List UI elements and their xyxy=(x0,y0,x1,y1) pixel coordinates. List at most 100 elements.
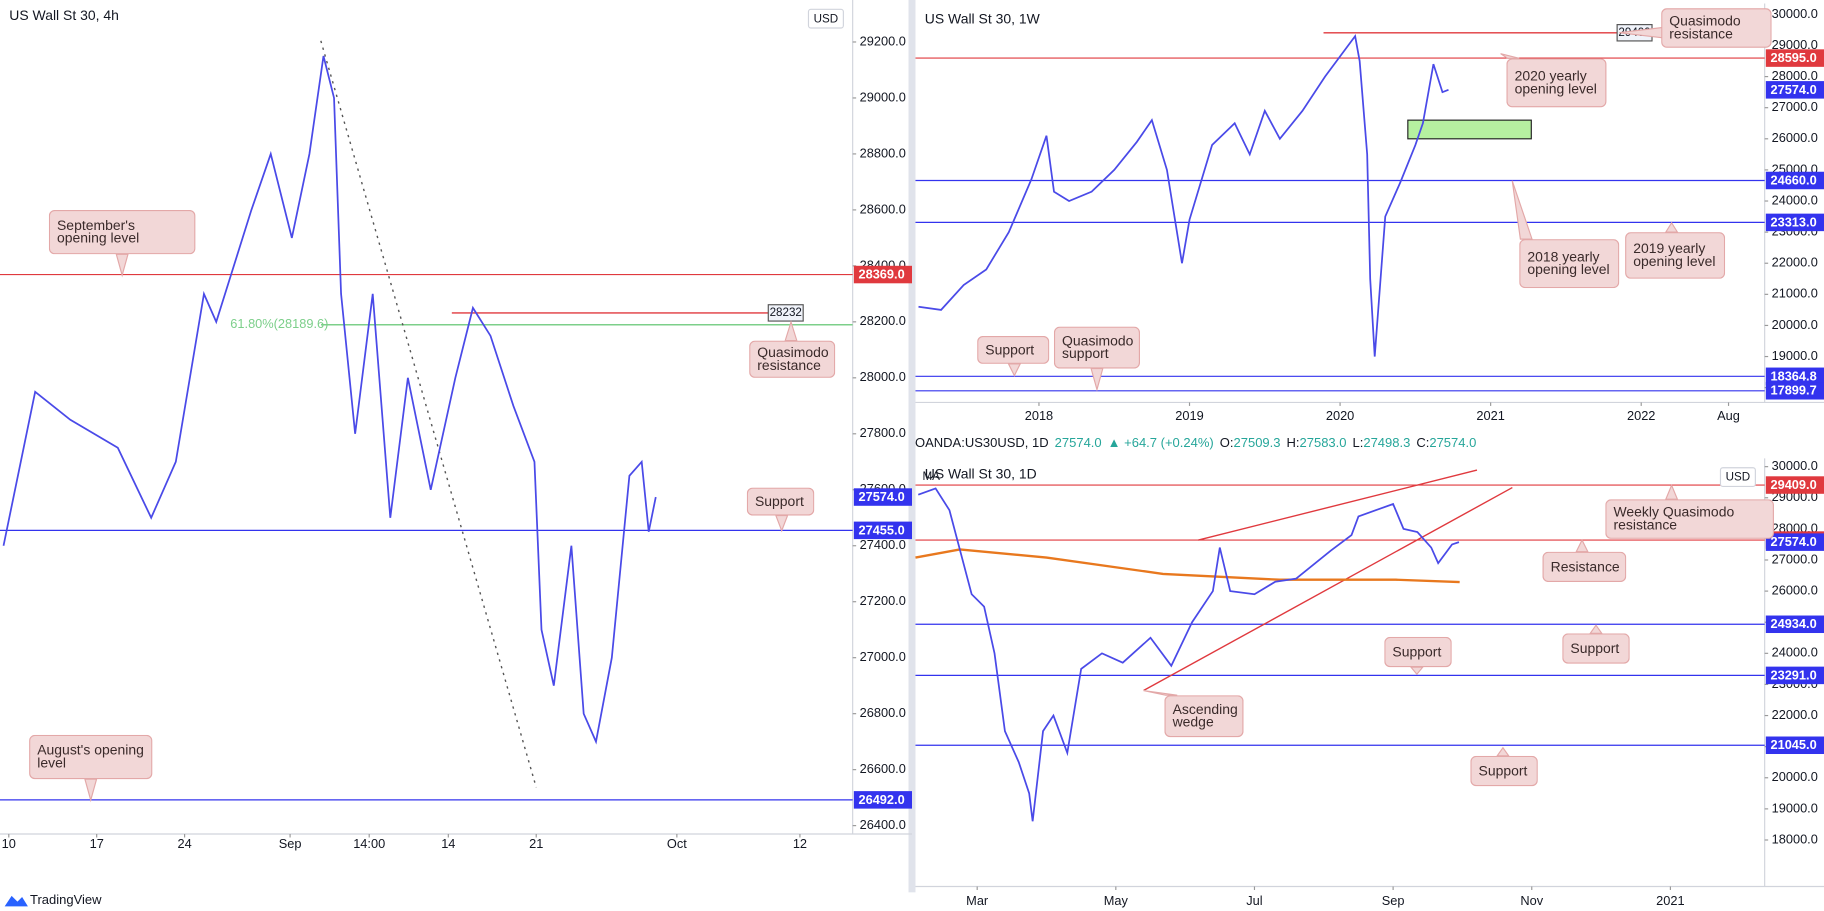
price-tag xyxy=(853,521,912,540)
y-tick-label: 24000.0 xyxy=(1772,645,1818,660)
segment xyxy=(1143,486,1513,692)
x-tick-label: 24 xyxy=(177,836,191,851)
annotation-text: 2019 yearly opening level xyxy=(1625,232,1726,279)
y-tick-label: 26600.0 xyxy=(860,761,906,776)
annotation-text: 2020 yearly opening level xyxy=(1506,58,1607,108)
zone xyxy=(1407,119,1532,140)
y-tick-label: 24000.0 xyxy=(1772,192,1818,207)
price-tag-label: 18364.8 xyxy=(1770,368,1816,383)
price-line xyxy=(2,55,657,745)
y-tick-label: 28200.0 xyxy=(860,313,906,328)
price-tag xyxy=(1765,49,1824,67)
annotation: September's opening level xyxy=(48,209,196,255)
quote-key: H: xyxy=(1286,435,1300,450)
annotation: 2019 yearly opening level xyxy=(1625,232,1726,279)
y-tick-label: 22000.0 xyxy=(1772,255,1818,270)
currency-box xyxy=(1719,467,1756,487)
price-tag-label: 27455.0 xyxy=(858,522,904,537)
annotation: Resistance xyxy=(1542,551,1627,583)
annotation-text: Quasimodo support xyxy=(1053,326,1140,369)
annotation-text: Quasimodo resistance xyxy=(1661,8,1772,48)
annotation-pointer xyxy=(1664,483,1679,500)
price-tag xyxy=(1765,213,1824,232)
chart-title: US Wall St 30, 1D xyxy=(925,465,1037,481)
annotation-text: Support xyxy=(1470,755,1538,787)
price-tag xyxy=(1765,81,1824,99)
y-tick-label: 26000.0 xyxy=(1772,130,1818,145)
annotation-pointer xyxy=(775,514,789,533)
annotation: Quasimodo resistance xyxy=(1661,8,1772,48)
annotation-text: Ascending wedge xyxy=(1164,695,1244,738)
x-tick-label: 21 xyxy=(529,836,543,851)
brand: TradingView xyxy=(30,892,102,907)
price-tag xyxy=(853,265,912,284)
annotation-text: Support xyxy=(977,335,1050,364)
x-tick-label: 12 xyxy=(793,836,807,851)
y-tick-label: 29000.0 xyxy=(860,89,906,104)
header-band xyxy=(915,424,1824,455)
quote-value: 27574.0 xyxy=(1054,435,1102,450)
annotation-pointer xyxy=(115,253,129,278)
price-tag-label: 29409.0 xyxy=(1770,477,1816,492)
annotation-text: Quasimodo resistance xyxy=(749,340,836,378)
y-tick-label: 20000.0 xyxy=(1772,769,1818,784)
chart-title: US Wall St 30, 4h xyxy=(9,7,119,23)
y-tick-label: 29000.0 xyxy=(1772,37,1818,52)
x-tick-label: Sep xyxy=(1382,893,1405,908)
quote-key: L: xyxy=(1352,435,1364,450)
x-tick-label: 2019 xyxy=(1175,408,1203,423)
y-tick-label: 29200.0 xyxy=(860,33,906,48)
annotation: Ascending wedge xyxy=(1164,695,1244,738)
x-tick-label: Oct xyxy=(667,836,687,851)
price-tag xyxy=(1765,367,1824,386)
price-tag xyxy=(853,488,912,506)
y-tick-label: 30000.0 xyxy=(1772,458,1818,473)
annotation: Weekly Quasimodo resistance xyxy=(1605,499,1774,539)
y-tick-label: 26000.0 xyxy=(1772,582,1818,597)
ma-label: MA xyxy=(922,470,940,483)
x-tick-label: 10 xyxy=(2,836,16,851)
price-tag xyxy=(1765,666,1824,685)
price-tag-label: 21045.0 xyxy=(1770,737,1816,752)
price-tag xyxy=(1765,171,1824,190)
quote-value: 27583.0 xyxy=(1299,435,1347,450)
y-tick-label: 26400.0 xyxy=(860,817,906,832)
currency-box xyxy=(807,8,844,29)
y-tick-label: 28000.0 xyxy=(860,369,906,384)
x-tick-label: 2020 xyxy=(1326,408,1354,423)
y-tick-label: 27000.0 xyxy=(860,649,906,664)
price-tag xyxy=(1765,533,1824,551)
annotation: Support xyxy=(1384,636,1452,668)
quote-bar: OANDA:US30USD, 1D 27574.0 ▲ +64.7 (+0.24%)… xyxy=(915,435,1482,450)
annotation-text: Weekly Quasimodo resistance xyxy=(1605,499,1774,539)
quote-value: ▲ +64.7 (+0.24%) xyxy=(1107,435,1214,450)
annotation-pointer xyxy=(1575,538,1589,553)
price-line xyxy=(917,487,1460,822)
annotation-text: 2018 yearly opening level xyxy=(1519,239,1620,289)
y-tick-label: 22000.0 xyxy=(1772,707,1818,722)
y-tick-label: 26800.0 xyxy=(860,705,906,720)
x-tick-label: 14:00 xyxy=(353,836,385,851)
price-tag-label: 27574.0 xyxy=(858,489,904,504)
annotation-text: Support xyxy=(1384,636,1452,668)
x-tick-label: Mar xyxy=(966,893,989,908)
y-tick-label: 28800.0 xyxy=(860,145,906,160)
x-tick-label: May xyxy=(1104,893,1129,908)
annotation-pointer xyxy=(1007,363,1022,377)
currency: USD xyxy=(1726,471,1751,484)
y-tick-label: 30000.0 xyxy=(1772,6,1818,21)
annotation-text: August's opening level xyxy=(29,734,153,780)
annotation-text: Support xyxy=(746,487,815,516)
chart-title: US Wall St 30, 1W xyxy=(925,11,1041,27)
price-tag xyxy=(1765,736,1824,755)
y-tick-label: 27200.0 xyxy=(860,593,906,608)
quote-value: OANDA:US30USD, 1D xyxy=(915,435,1049,450)
y-tick-label: 28600.0 xyxy=(860,201,906,216)
annotation: Support xyxy=(1470,755,1538,787)
segment-tag-label: 28232 xyxy=(770,306,802,319)
price-line xyxy=(918,34,1449,357)
annotation: 2020 yearly opening level xyxy=(1506,58,1607,108)
segment-label: 61.80%(28189.6) xyxy=(230,316,328,331)
x-tick-label: Jul xyxy=(1246,893,1262,908)
